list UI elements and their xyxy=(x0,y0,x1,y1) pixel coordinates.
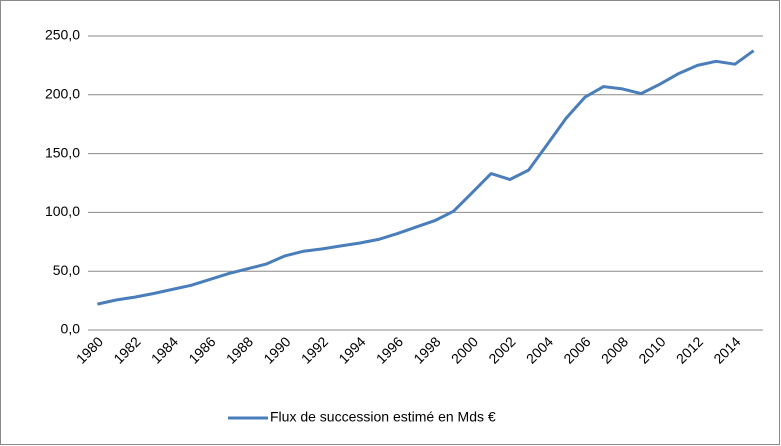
y-tick-label: 200,0 xyxy=(45,86,80,102)
y-tick-label: 150,0 xyxy=(45,144,80,160)
data-line xyxy=(97,49,755,306)
y-tick-label: 100,0 xyxy=(45,203,80,219)
y-tick-label: 0,0 xyxy=(61,321,81,337)
legend-label: Flux de succession estimé en Mds € xyxy=(270,409,496,425)
y-tick-label: 50,0 xyxy=(53,262,80,278)
y-tick-label: 250,0 xyxy=(45,27,80,43)
